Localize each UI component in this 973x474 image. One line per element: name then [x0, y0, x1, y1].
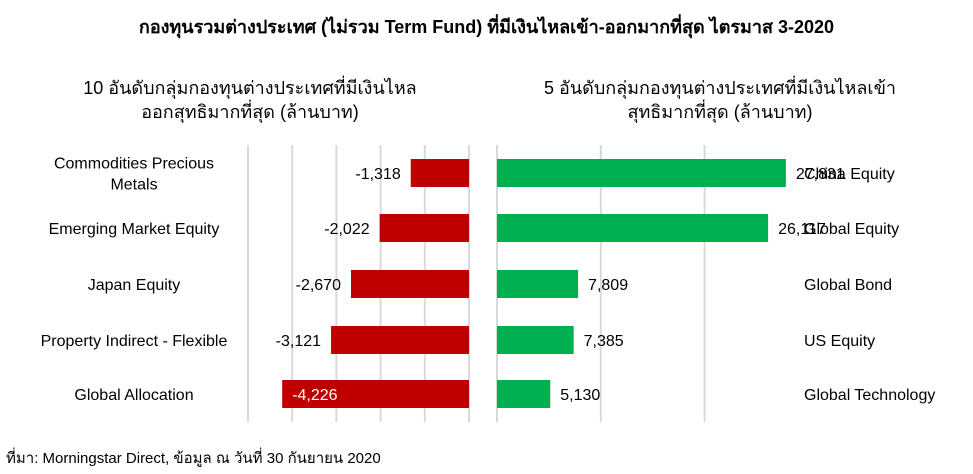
chart-title: กองทุนรวมต่างประเทศ (ไม่รวม Term Fund) ท… — [138, 17, 835, 37]
inflow-value-label: 5,130 — [560, 387, 600, 404]
outflow-bar — [410, 159, 469, 187]
inflow-bar — [497, 270, 579, 298]
outflow-category-label: Property Indirect - Flexible — [41, 333, 228, 350]
inflow-bar — [497, 214, 769, 242]
outflow-bar — [331, 326, 469, 354]
outflow-bar — [379, 214, 469, 242]
inflow-category-label: Global Bond — [804, 277, 892, 294]
outflow-chart-title: 10 อันดับกลุ่มกองทุนต่างประเทศที่มีเงินไ… — [40, 76, 460, 124]
inflow-bar — [497, 159, 786, 187]
outflow-value-label: -2,022 — [324, 221, 369, 238]
outflow-title-line-1: 10 อันดับกลุ่มกองทุนต่างประเทศที่มีเงินไ… — [83, 78, 417, 98]
outflow-bar — [350, 270, 469, 298]
outflow-value-label: -4,226 — [292, 387, 337, 404]
inflow-value-label: 26,117 — [778, 221, 826, 238]
outflow-category-label: Metals — [110, 177, 157, 194]
outflow-category-label: Japan Equity — [88, 277, 181, 294]
inflow-value-label: 7,385 — [584, 333, 624, 350]
outflow-category-label: Emerging Market Equity — [49, 221, 220, 238]
inflow-title-line-1: 5 อันดับกลุ่มกองทุนต่างประเทศที่มีเงินไห… — [544, 78, 896, 98]
outflow-bar — [282, 380, 469, 408]
inflow-chart-title: 5 อันดับกลุ่มกองทุนต่างประเทศที่มีเงินไห… — [500, 76, 940, 124]
inflow-value-label: 7,809 — [588, 277, 628, 294]
outflow-category-label: Commodities Precious — [54, 156, 214, 173]
source-note: ที่มา: Morningstar Direct, ข้อมูล ณ วันท… — [6, 450, 381, 467]
outflow-category-label: Global Allocation — [74, 387, 193, 404]
inflow-category-label: Global Technology — [804, 387, 935, 404]
inflow-category-label: China Equity — [804, 166, 895, 183]
inflow-category-label: US Equity — [804, 333, 875, 350]
outflow-value-label: -3,121 — [276, 333, 321, 350]
inflow-title-line-2: สุทธิมากที่สุด (ล้านบาท) — [627, 102, 813, 122]
inflow-bar — [497, 380, 551, 408]
inflow-category-label: Global Equity — [804, 221, 899, 238]
outflow-value-label: -1,318 — [355, 166, 400, 183]
inflow-value-label: 27,831 — [796, 166, 845, 183]
outflow-title-line-2: ออกสุทธิมากที่สุด (ล้านบาท) — [141, 102, 359, 122]
outflow-value-label: -2,670 — [296, 277, 341, 294]
inflow-bar — [497, 326, 574, 354]
